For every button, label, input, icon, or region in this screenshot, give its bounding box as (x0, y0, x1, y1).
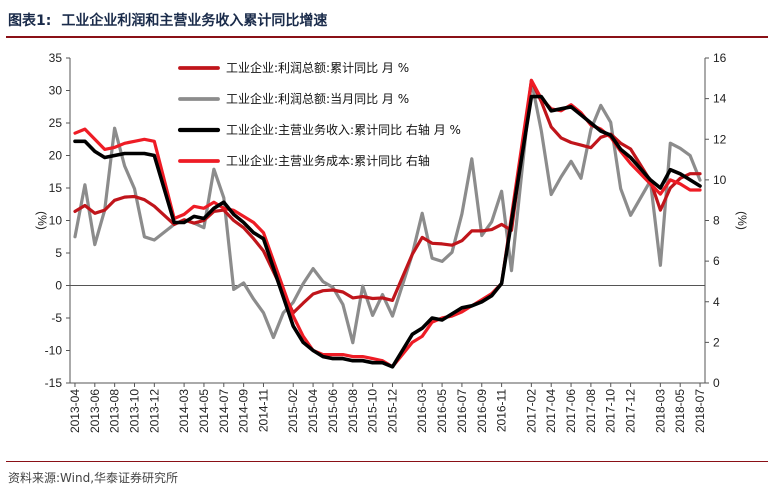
figure-title: 图表1: 工业企业利润和主营业务收入累计同比增速 (8, 10, 327, 30)
legend-label-2: 工业企业:利润总额:当月同比 月 % (226, 91, 409, 106)
x-tick-label: 2015-12 (385, 389, 399, 433)
figure-title-text: 工业企业利润和主营业务收入累计同比增速 (61, 13, 328, 29)
x-tick-label: 2013-04 (68, 389, 82, 433)
y-left-tick-label: 35 (49, 51, 63, 65)
x-tick-label: 2013-06 (88, 389, 102, 433)
x-tick-label: 2014-11 (256, 389, 270, 432)
x-tick-label: 2017-12 (624, 389, 638, 433)
x-tick-label: 2015-08 (346, 389, 360, 433)
y-left-tick-label: 25 (49, 116, 63, 130)
x-tick-label: 2018-03 (653, 389, 667, 433)
x-tick-label: 2016-11 (495, 389, 509, 432)
y-left-tick-label: -5 (51, 311, 62, 325)
y-right-tick-label: 10 (713, 173, 727, 187)
x-tick-label: 2013-08 (108, 389, 122, 433)
x-tick-label: 2015-10 (366, 389, 380, 433)
x-tick-label: 2015-02 (286, 389, 300, 433)
legend-label-1: 工业企业:利润总额:累计同比 月 % (226, 60, 409, 75)
y-right-tick-label: 12 (713, 132, 727, 146)
y-left-tick-label: 0 (55, 279, 62, 293)
x-tick-label: 2016-07 (455, 389, 469, 433)
legend-label-3: 工业企业:主营业务收入:累计同比 右轴 月 % (226, 122, 461, 137)
y-right-tick-label: 2 (713, 335, 720, 349)
x-tick-label: 2017-02 (524, 389, 538, 433)
series-line-3 (73, 94, 702, 369)
source-rule (6, 461, 768, 462)
y-right-tick-label: 0 (713, 376, 720, 390)
y-left-tick-label: 5 (55, 246, 62, 260)
figure-number: 图表1: (8, 13, 52, 29)
x-tick-label: 2014-07 (217, 389, 231, 433)
y-right-tick-label: 8 (713, 214, 720, 228)
x-tick-label: 2015-04 (306, 389, 320, 433)
chart-axes: -15 -10 -5 0 5 10 15 20 25 30 35 0 2 4 6 8 10 12 14 16 (%) (%… (35, 51, 749, 433)
y-left-tick-label: -10 (45, 344, 63, 358)
chart-legend: 工业企业:利润总额:累计同比 月 % 工业企业:利润总额:当月同比 月 % 工业企业… (177, 60, 461, 168)
y-left-tick-label: 10 (49, 214, 63, 228)
x-tick-label: 2017-08 (584, 389, 598, 433)
x-tick-label: 2016-05 (435, 389, 449, 433)
y-left-tick-label: 20 (49, 149, 63, 163)
x-tick-label: 2015-06 (326, 389, 340, 433)
x-tick-label: 2017-06 (564, 389, 578, 433)
y-left-axis-label: (%) (35, 211, 49, 230)
series-lines (73, 78, 702, 369)
x-tick-label: 2014-03 (177, 389, 191, 433)
x-tick-label: 2016-09 (475, 389, 489, 433)
title-rule (6, 36, 768, 38)
y-right-tick-label: 14 (713, 92, 727, 106)
source-note: 资料来源:Wind,华泰证券研究所 (8, 471, 179, 485)
y-left-tick-label: 15 (49, 181, 63, 195)
x-tick-label: 2014-09 (237, 389, 251, 433)
y-right-axis-label: (%) (735, 211, 749, 230)
x-tick-label: 2017-04 (544, 389, 558, 433)
x-tick-label: 2013-12 (147, 389, 161, 433)
x-tick-label: 2018-07 (693, 389, 707, 433)
series-line-2 (73, 79, 702, 345)
y-right-tick-label: 6 (713, 254, 720, 268)
y-right-tick-label: 4 (713, 295, 720, 309)
legend-label-4: 工业企业:主营业务成本:累计同比 右轴 (226, 153, 430, 168)
x-tick-label: 2014-05 (197, 389, 211, 433)
y-right-tick-label: 16 (713, 51, 727, 65)
x-tick-label: 2013-10 (127, 389, 141, 433)
x-tick-label: 2017-10 (604, 389, 618, 433)
y-left-tick-label: 30 (49, 84, 63, 98)
x-tick-label: 2016-03 (415, 389, 429, 433)
x-tick-label: 2018-05 (673, 389, 687, 433)
y-left-tick-label: -15 (45, 376, 63, 390)
